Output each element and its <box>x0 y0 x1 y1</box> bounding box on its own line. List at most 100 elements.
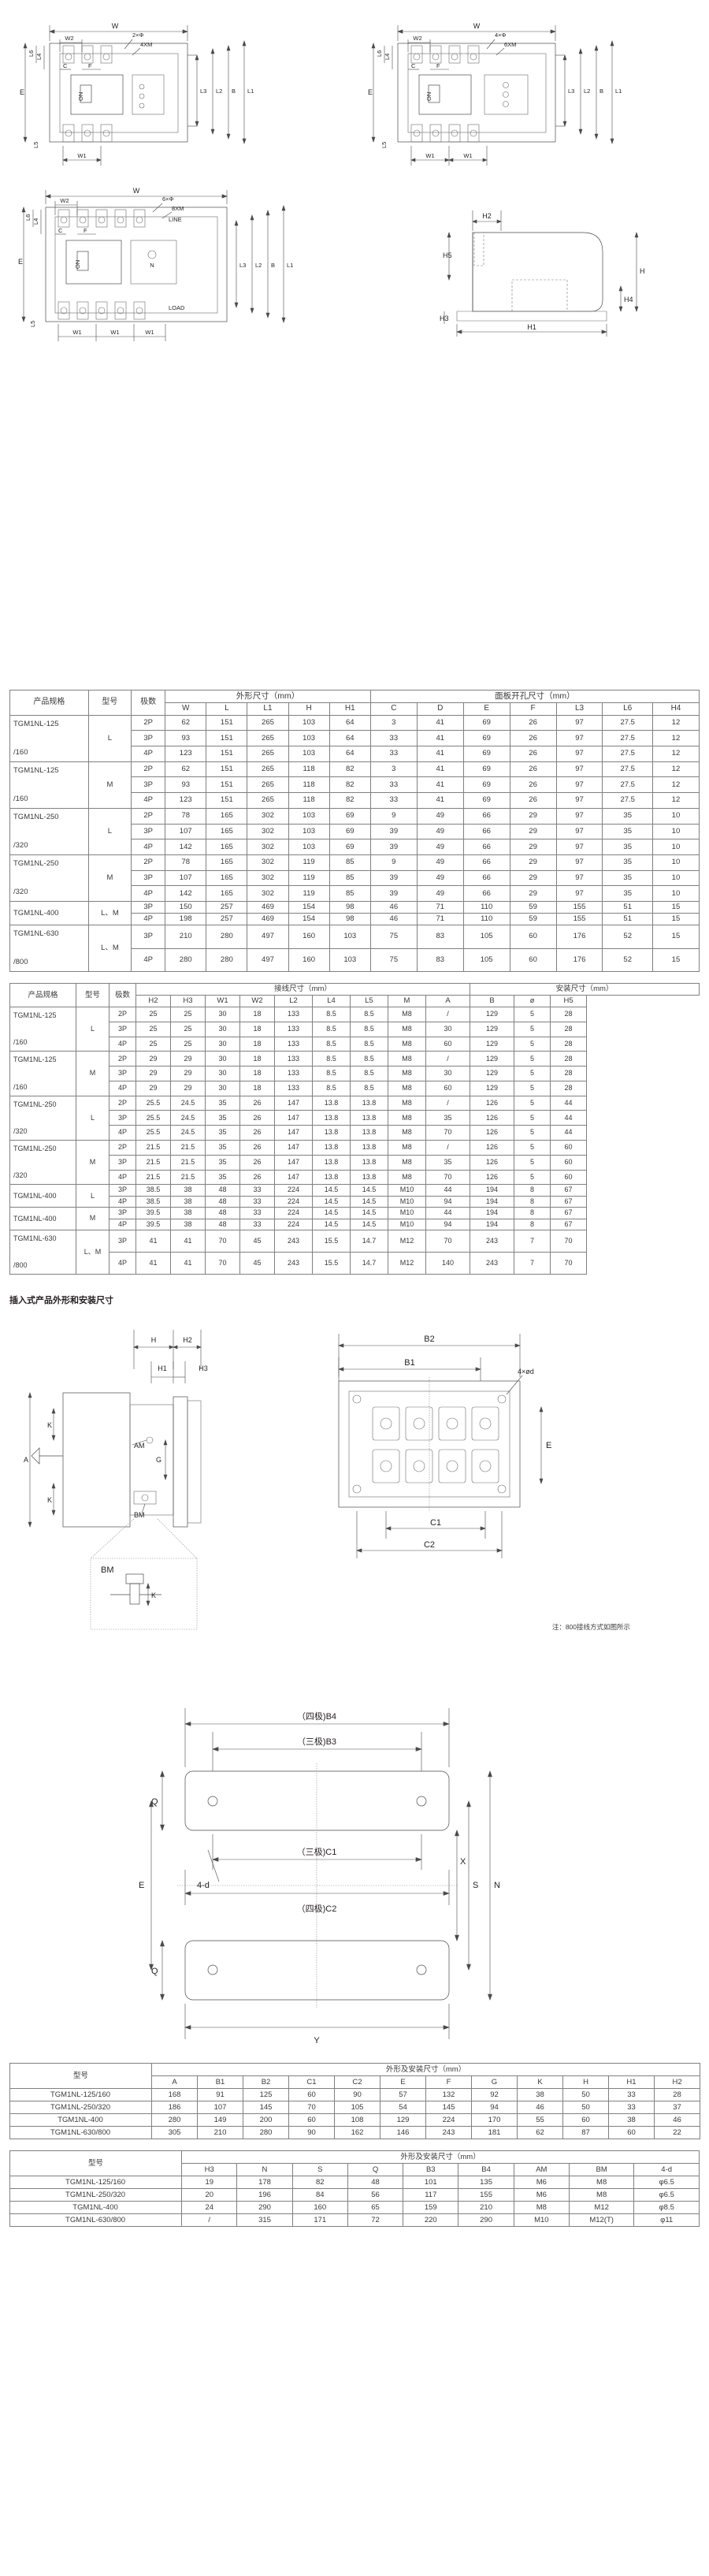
cell-value: 39 <box>369 885 418 903</box>
cell-value: 48 <box>205 1195 240 1208</box>
svg-text:K: K <box>47 1496 52 1504</box>
cell-value: φ8.5 <box>633 2201 700 2215</box>
th2-col-A: A <box>425 995 471 1008</box>
cell-value: M8 <box>388 1140 426 1156</box>
cell-value: 220 <box>403 2213 459 2228</box>
svg-text:E: E <box>18 258 23 266</box>
cell-value: 118 <box>288 776 330 794</box>
cell-value: 132 <box>425 2088 472 2102</box>
cell-value: 302 <box>247 839 289 855</box>
cell-value: 133 <box>274 1080 313 1096</box>
cell-value: 21.5 <box>135 1169 171 1186</box>
th2-col-W2: W2 <box>239 995 275 1008</box>
table-row: TGM1NL-630 /800 L、M 3P 210 280 497 160 103 75 83 1… <box>9 925 700 973</box>
svg-text:B: B <box>232 87 236 95</box>
cell-value: 30 <box>425 1021 471 1037</box>
svg-text:L5: L5 <box>32 142 39 148</box>
cell-product-spec: TGM1NL-630 /800 <box>9 925 89 973</box>
cell-poles: 3P <box>131 776 166 794</box>
section-label-plugin: 插入式产品外形和安装尺寸 <box>9 1296 113 1306</box>
cell-value: 29 <box>509 823 557 840</box>
cell-value: 94 <box>471 2101 518 2115</box>
table-row: TGM1NL-630 /800 L、M 3P 41 41 70 45 243 15.5 14.7 M… <box>9 1230 700 1275</box>
cell-value: 13.8 <box>312 1095 351 1111</box>
cell-value: 302 <box>247 823 289 840</box>
svg-text:X: X <box>460 1857 466 1867</box>
th-col-F: F <box>509 702 557 716</box>
cell-value: 126 <box>470 1154 515 1171</box>
svg-text:H3: H3 <box>199 1364 208 1372</box>
table-row: TGM1NL-250 /320 M 2P 21.5 21.5 35 26 147 13.8 13.… <box>9 1139 700 1186</box>
cell-poles: 4P <box>109 1218 136 1231</box>
cell-value: 35 <box>602 823 653 840</box>
cell-value: 49 <box>416 869 464 887</box>
th-col-D: D <box>416 702 464 716</box>
cell-value: 82 <box>291 2176 348 2190</box>
cell-value: 48 <box>205 1218 240 1231</box>
svg-text:W1: W1 <box>72 329 81 336</box>
cell-value: M8 <box>568 2188 635 2202</box>
th2-col-H5: H5 <box>550 995 588 1008</box>
cell-value: 35 <box>425 1110 471 1126</box>
cell-value: 24 <box>181 2201 238 2215</box>
cell-value: 60 <box>425 1036 471 1052</box>
th2-col-H2: H2 <box>135 995 171 1008</box>
cell-value: M10 <box>388 1195 426 1208</box>
table-row: TGM1NL-250/320 20 196 84 56 117 155 M6 M8 φ6.5 <box>9 2188 700 2202</box>
svg-text:AM: AM <box>134 1442 145 1450</box>
svg-text:A: A <box>24 1456 28 1464</box>
cell-value: 83 <box>416 925 464 949</box>
th-col-L6: L6 <box>602 702 653 716</box>
cell-value: 93 <box>165 776 207 794</box>
cell-value: 129 <box>470 1036 515 1052</box>
cell-value: 129 <box>380 2113 426 2127</box>
svg-text:8XM: 8XM <box>172 205 184 212</box>
cell-value: 27.5 <box>602 776 653 794</box>
cell-value: 70 <box>425 1169 471 1186</box>
cell-value: 12 <box>651 792 700 809</box>
table-1-body: TGM1NL-125 /160 L 2P 62 151 265 103 64 3 41 69 26 97… <box>9 714 700 973</box>
cell-value: 3 <box>369 714 418 731</box>
table-row: TGM1NL-250/320 186 107 145 70 105 54 145 94 46 50 3… <box>9 2101 701 2115</box>
cell-value: 147 <box>274 1095 313 1111</box>
cell-value: 117 <box>403 2188 459 2202</box>
cell-value: 60 <box>288 2113 335 2127</box>
cell-value: 154 <box>288 913 330 926</box>
cell-value: 8.5 <box>312 1036 351 1052</box>
th-product: 产品规格 <box>9 690 89 716</box>
cell-poles: 4P <box>131 745 166 762</box>
table-row: TGM1NL-250 /320 L 2P 78 165 302 103 69 9 49 66 29 97… <box>9 807 700 855</box>
cell-value: 51 <box>602 901 653 914</box>
cell-value: 49 <box>416 823 464 840</box>
cell-value: 66 <box>462 869 510 887</box>
th-col-S: S <box>291 2163 348 2177</box>
cell-value: 265 <box>247 745 289 762</box>
cell-value: 19 <box>181 2176 238 2190</box>
cell-value: 129 <box>470 1021 515 1037</box>
th-group-panelcut: 面板开孔尺寸（mm） <box>369 689 700 704</box>
svg-text:H4: H4 <box>624 296 633 303</box>
cell-product-spec: TGM1NL-630 /800 <box>9 1230 76 1275</box>
svg-text:ON: ON <box>425 92 432 101</box>
cell-value: 12 <box>651 714 700 731</box>
cell-model: M <box>76 1051 110 1096</box>
cell-value: 71 <box>416 901 464 914</box>
cell-value: 129 <box>470 1066 515 1081</box>
cell-model: TGM1NL-125/160 <box>9 2088 152 2102</box>
cell-value: 5 <box>514 1169 551 1186</box>
cell-value: M8 <box>388 1007 426 1022</box>
cell-value: 97 <box>555 792 603 809</box>
th-col-BM: BM <box>568 2163 635 2177</box>
svg-text:H1: H1 <box>527 323 536 331</box>
outline-drawings-area: ON W W2 2×Φ <box>0 0 709 690</box>
cell-value: 118 <box>288 761 330 778</box>
cell-value: 26 <box>509 745 557 762</box>
svg-text:（三极)B3: （三极)B3 <box>297 1736 336 1747</box>
cell-value: 14.5 <box>350 1195 388 1208</box>
th-col-B3: B3 <box>403 2163 459 2177</box>
svg-text:L1: L1 <box>287 262 293 269</box>
cell-value: 243 <box>425 2126 472 2140</box>
cell-value: 90 <box>334 2088 380 2102</box>
cell-model: M <box>87 761 132 809</box>
cell-value: 94 <box>425 1195 471 1208</box>
